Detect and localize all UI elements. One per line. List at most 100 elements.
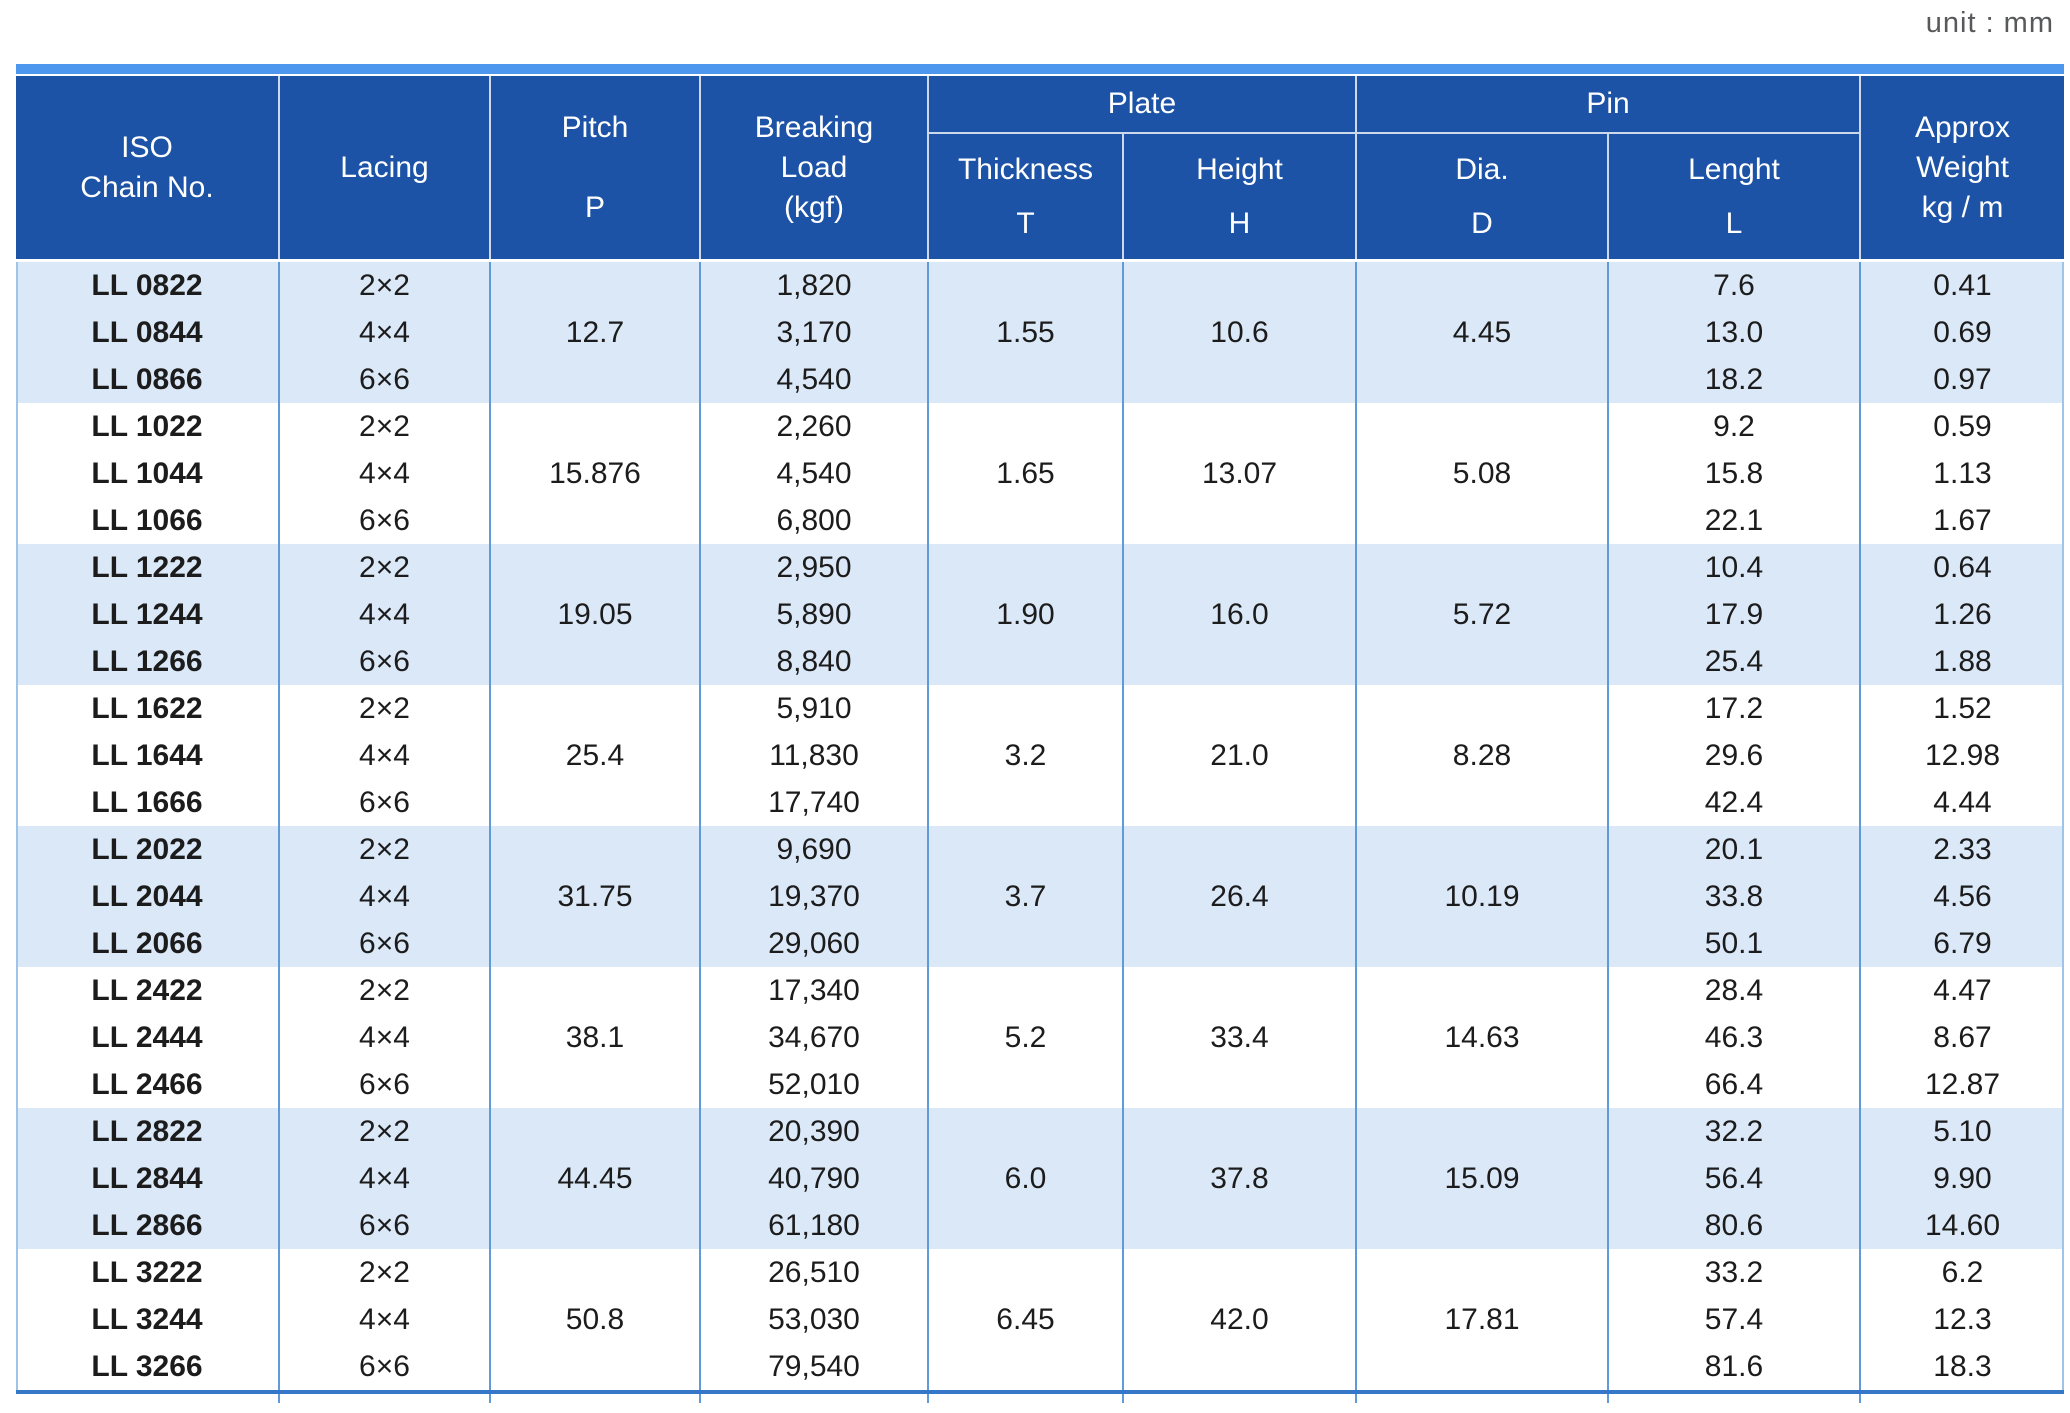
dia-cell: 14.63 (1357, 967, 1609, 1108)
column-line-stub (16, 1394, 280, 1403)
weight-cell: 1.52 (1933, 691, 1992, 725)
header-breaking-load: Breaking Load (kgf) (701, 76, 929, 259)
column-line-stub (1124, 1394, 1357, 1403)
height-cell: 13.07 (1124, 403, 1357, 544)
thickness-cell: 1.65 (929, 403, 1124, 544)
column-line-stub (929, 1394, 1124, 1403)
pin-length-cell: 22.1 (1609, 497, 1861, 544)
pin-length-cell: 33.2 (1609, 1249, 1861, 1296)
pitch-cell: 12.7 (491, 262, 701, 403)
unit-label: unit : mm (1925, 7, 2054, 39)
breaking-load-cell: 29,060 (701, 920, 929, 967)
breaking-load-cell: 40,790 (701, 1155, 929, 1202)
header-line: (kgf) (784, 190, 844, 224)
weight-cell: 6.79 (1933, 926, 1992, 960)
pitch-cell: 38.1 (491, 967, 701, 1108)
chain-no-cell: LL 0866 (16, 356, 280, 403)
pin-length-cell: 80.6 (1609, 1202, 1861, 1249)
weight-cell: 0.59 (1933, 409, 1992, 443)
breaking-load-cell: 17,340 (701, 967, 929, 1014)
header-iso-lines: ISO Chain No. (80, 129, 213, 207)
lacing-cell: 4×4 (280, 450, 491, 497)
pin-length-cell: 57.4 (1609, 1296, 1861, 1343)
weight-cell: 0.97 (1933, 362, 1992, 396)
column-line-stub (491, 1394, 701, 1403)
height-cell: 10.6 (1124, 262, 1357, 403)
weight-cell: 4.44 (1933, 785, 1992, 819)
header-line: Pin (1586, 87, 1630, 120)
header-line: Chain No. (80, 170, 214, 204)
weight-cell: 0.41 (1933, 268, 1992, 302)
pitch-cell: 50.8 (491, 1249, 701, 1390)
header-load-lines: Breaking Load (kgf) (755, 109, 873, 227)
chain-no-cell: LL 2844 (16, 1155, 280, 1202)
pin-length-cell: 17.2 (1609, 685, 1861, 732)
header-line: Height (1196, 152, 1283, 186)
weight-cell: 1.88 (1933, 644, 1992, 678)
thickness-cell: 3.7 (929, 826, 1124, 967)
header-dia-lines: Dia. D (1455, 151, 1508, 243)
thickness-cell: 5.2 (929, 967, 1124, 1108)
lacing-cell: 4×4 (280, 732, 491, 779)
height-cell: 21.0 (1124, 685, 1357, 826)
pin-length-cell: 9.2 (1609, 403, 1861, 450)
lacing-cell: 6×6 (280, 1061, 491, 1108)
lacing-cell: 6×6 (280, 638, 491, 685)
chain-no-cell: LL 2822 (16, 1108, 280, 1155)
height-cell: 37.8 (1124, 1108, 1357, 1249)
header-thickness: Thickness T (929, 134, 1124, 259)
height-cell: 42.0 (1124, 1249, 1357, 1390)
weight-cell: 12.98 (1924, 738, 2001, 772)
lacing-cell: 2×2 (280, 967, 491, 1014)
header-length-lines: Lenght L (1688, 151, 1780, 243)
header-line: Load (780, 150, 848, 184)
header-line: Thickness (957, 152, 1094, 186)
pin-length-cell: 25.4 (1609, 638, 1861, 685)
pin-length-cell: 32.2 (1609, 1108, 1861, 1155)
chain-no-cell: LL 1244 (16, 591, 280, 638)
header-line: Weight (1916, 150, 2009, 184)
lacing-cell: 2×2 (280, 403, 491, 450)
thickness-cell: 6.45 (929, 1249, 1124, 1390)
pitch-cell: 44.45 (491, 1108, 701, 1249)
pitch-cell: 19.05 (491, 544, 701, 685)
chain-no-cell: LL 1044 (16, 450, 280, 497)
column-line-stubs (16, 1394, 2064, 1403)
chain-no-cell: LL 2066 (16, 920, 280, 967)
lacing-cell: 4×4 (280, 1014, 491, 1061)
lacing-cell: 4×4 (280, 591, 491, 638)
weight-cell: 8.67 (1933, 1020, 1992, 1054)
table-top-stripe (16, 64, 2064, 74)
chain-no-cell: LL 0844 (16, 309, 280, 356)
chain-no-cell: LL 2022 (16, 826, 280, 873)
header-approx-weight: Approx Weight kg / m (1861, 76, 2064, 259)
chain-no-cell: LL 1644 (16, 732, 280, 779)
weight-cell: 5.10 (1933, 1114, 1992, 1148)
lacing-cell: 6×6 (280, 497, 491, 544)
lacing-cell: 2×2 (280, 544, 491, 591)
header-pitch-lines: Pitch P (562, 109, 629, 227)
header-line: P (584, 190, 605, 224)
chain-no-cell: LL 1666 (16, 779, 280, 826)
lacing-cell: 4×4 (280, 1155, 491, 1202)
weight-cell: 4.47 (1933, 973, 1992, 1007)
weight-cell: 0.69 (1933, 315, 1992, 349)
breaking-load-cell: 4,540 (701, 450, 929, 497)
weight-cell: 2.33 (1933, 832, 1992, 866)
weight-cell: 12.3 (1933, 1302, 1992, 1336)
breaking-load-cell: 8,840 (701, 638, 929, 685)
spec-group: LL 2422 2×2 17,340 28.4 4.47 LL 2444 4×4 34,670… (16, 967, 2064, 1108)
lacing-cell: 6×6 (280, 779, 491, 826)
lacing-cell: 2×2 (280, 1249, 491, 1296)
thickness-cell: 1.55 (929, 262, 1124, 403)
column-line-stub (1357, 1394, 1609, 1403)
chain-no-cell: LL 2444 (16, 1014, 280, 1061)
chain-no-cell: LL 1022 (16, 403, 280, 450)
thickness-cell: 1.90 (929, 544, 1124, 685)
breaking-load-cell: 2,260 (701, 403, 929, 450)
lacing-cell: 4×4 (280, 309, 491, 356)
weight-cell: 12.87 (1924, 1067, 2001, 1101)
pin-length-cell: 17.9 (1609, 591, 1861, 638)
header-lacing: Lacing (280, 76, 491, 259)
chain-spec-table: ISO Chain No. Lacing Pitch P Breaking Lo… (16, 64, 2064, 1403)
